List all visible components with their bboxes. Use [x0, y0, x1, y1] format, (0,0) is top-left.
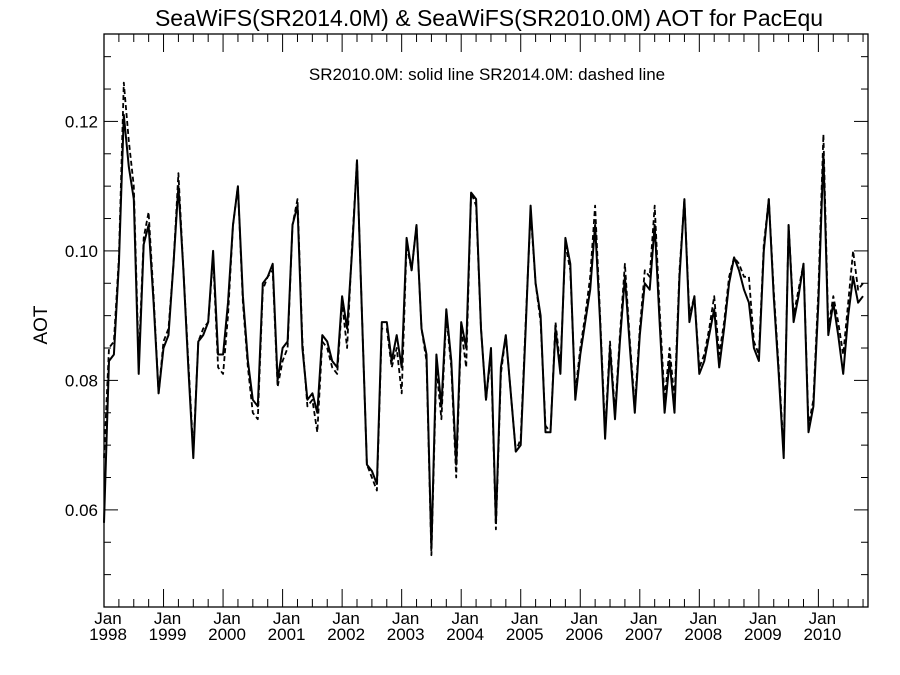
line-style-annotation: SR2010.0M: solid line SR2014.0M: dashed …: [309, 65, 665, 84]
chart-title: SeaWiFS(SR2014.0M) & SeaWiFS(SR2010.0M) …: [155, 5, 823, 31]
x-tick-label-month: Jan: [690, 609, 717, 628]
x-tick-label-year: 2009: [744, 625, 782, 644]
x-tick-label-year: 2004: [446, 625, 484, 644]
x-tick-label-year: 2000: [208, 625, 246, 644]
x-tick-label-year: 2007: [625, 625, 663, 644]
x-tick-label-year: 2008: [684, 625, 722, 644]
x-tick-label-month: Jan: [332, 609, 359, 628]
x-tick-label-year: 2005: [506, 625, 544, 644]
x-tick-label-month: Jan: [273, 609, 300, 628]
x-tick-label-month: Jan: [809, 609, 836, 628]
series-line-dashed: [103, 81, 864, 557]
series-line-solid: [103, 113, 864, 550]
x-tick-label-month: Jan: [511, 609, 538, 628]
series-layer: [103, 81, 864, 557]
x-tick-label-year: 1998: [89, 625, 127, 644]
x-tick-label-month: Jan: [213, 609, 240, 628]
y-axis-label: AOT: [31, 305, 52, 344]
x-tick-label-month: Jan: [571, 609, 598, 628]
plot-frame: [103, 33, 869, 608]
x-tick-label-year: 2010: [803, 625, 841, 644]
x-tick-label-month: Jan: [749, 609, 776, 628]
x-tick-label-year: 2001: [268, 625, 306, 644]
x-tick-label-year: 2002: [327, 625, 365, 644]
y-tick-label: 0.10: [65, 242, 98, 261]
x-tick-label-month: Jan: [154, 609, 181, 628]
x-tick-label-month: Jan: [392, 609, 419, 628]
x-tick-label-month: Jan: [630, 609, 657, 628]
y-tick-label: 0.06: [65, 501, 98, 520]
x-tick-label-year: 2006: [565, 625, 603, 644]
x-tick-label-year: 1999: [149, 625, 187, 644]
x-tick-label-year: 2003: [387, 625, 425, 644]
axis-ticks: 0.060.080.100.12Jan1998Jan1999Jan2000Jan…: [65, 34, 868, 644]
y-tick-label: 0.12: [65, 112, 98, 131]
x-tick-label-month: Jan: [451, 609, 478, 628]
y-tick-label: 0.08: [65, 371, 98, 390]
x-tick-label-month: Jan: [94, 609, 121, 628]
